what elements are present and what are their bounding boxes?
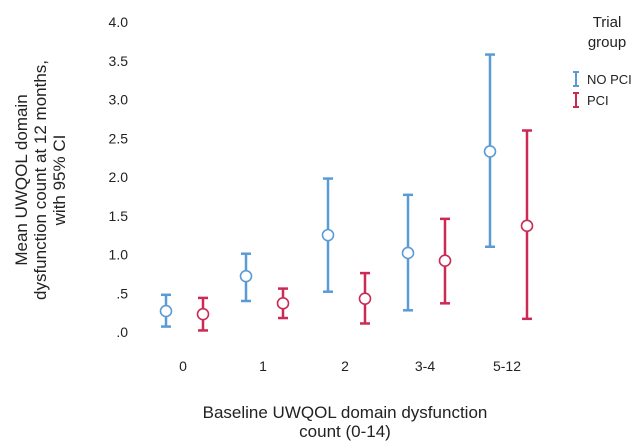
x-tick-label: 2 bbox=[341, 358, 349, 374]
legend-item: PCI bbox=[573, 92, 609, 108]
mean-marker bbox=[401, 246, 415, 260]
error-bar-pci bbox=[276, 287, 290, 320]
y-tick-label: 1.0 bbox=[109, 247, 129, 263]
x-tick-label: 1 bbox=[259, 358, 267, 374]
legend: Trial group NO PCI PCI bbox=[573, 14, 632, 108]
mean-marker bbox=[358, 292, 372, 305]
mean-marker bbox=[438, 254, 452, 268]
x-axis-title-line: count (0-14) bbox=[299, 422, 391, 441]
error-bar-no-pci bbox=[483, 53, 497, 248]
mean-marker bbox=[239, 269, 253, 283]
error-bar-no-pci bbox=[239, 252, 253, 303]
legend-label: PCI bbox=[587, 93, 609, 108]
mean-marker bbox=[276, 297, 290, 310]
error-bar-pci bbox=[196, 296, 210, 332]
y-tick-label: .5 bbox=[116, 285, 128, 301]
x-axis-title-line: Baseline UWQOL domain dysfunction bbox=[203, 403, 488, 422]
legend-title-line: group bbox=[588, 34, 626, 51]
y-tick-label: 4.0 bbox=[109, 14, 129, 30]
mean-marker bbox=[196, 307, 210, 321]
y-tick-label: .0 bbox=[116, 324, 128, 340]
error-bar-pci bbox=[358, 271, 372, 325]
mean-marker bbox=[321, 228, 335, 242]
y-tick-label: 3.5 bbox=[109, 53, 129, 69]
y-tick-label: 1.5 bbox=[109, 208, 129, 224]
x-axis-ticks: 0 1 2 3-4 5-12 bbox=[179, 358, 521, 374]
error-bar-no-pci bbox=[159, 293, 173, 328]
y-tick-label: 3.0 bbox=[109, 92, 129, 108]
legend-item: NO PCI bbox=[573, 71, 632, 87]
y-axis-title-line: dysfunction count at 12 months, bbox=[31, 60, 50, 300]
legend-title-line: Trial bbox=[593, 14, 622, 31]
error-bar-pci bbox=[438, 217, 452, 305]
y-axis-title: Mean UWQOL domain dysfunction count at 12… bbox=[12, 60, 69, 300]
y-axis-title-line: with 95% CI bbox=[50, 135, 69, 227]
mean-marker bbox=[520, 219, 534, 233]
y-axis-title-line: Mean UWQOL domain bbox=[12, 94, 31, 265]
error-bar-pci bbox=[520, 129, 534, 321]
legend-label: NO PCI bbox=[587, 72, 632, 87]
error-bars bbox=[159, 53, 534, 332]
mean-marker bbox=[483, 145, 497, 158]
mean-marker bbox=[159, 304, 173, 318]
x-tick-label: 5-12 bbox=[493, 358, 521, 374]
x-tick-label: 3-4 bbox=[415, 358, 435, 374]
x-tick-label: 0 bbox=[179, 358, 187, 374]
error-bar-no-pci bbox=[401, 193, 415, 312]
y-tick-label: 2.0 bbox=[109, 169, 129, 185]
y-axis-ticks: .0 .5 1.0 1.5 2.0 2.5 3.0 3.5 4.0 bbox=[109, 14, 129, 340]
y-tick-label: 2.5 bbox=[109, 130, 129, 146]
error-bar-no-pci bbox=[321, 177, 335, 293]
